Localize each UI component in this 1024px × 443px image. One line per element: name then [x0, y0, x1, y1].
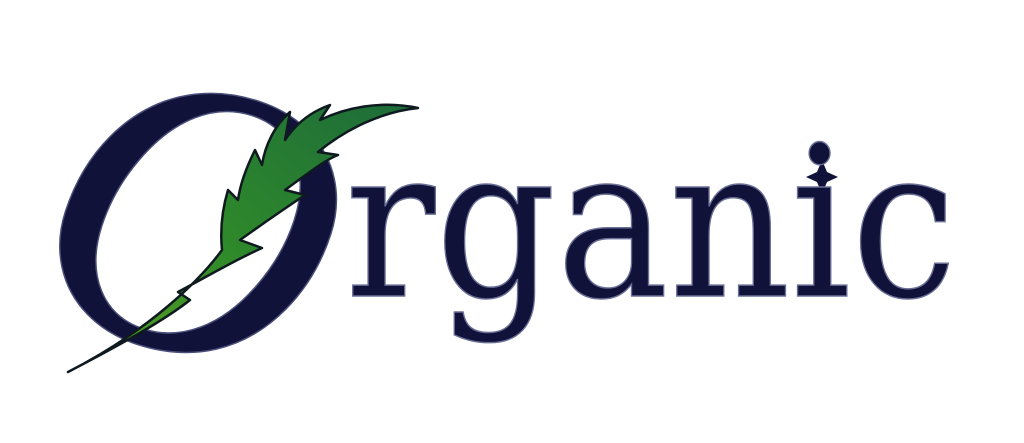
logo-word: rganic: [345, 101, 957, 346]
sparkle: [806, 160, 838, 194]
logo-initial: O: [0, 0, 400, 443]
leaf: [66, 103, 420, 374]
